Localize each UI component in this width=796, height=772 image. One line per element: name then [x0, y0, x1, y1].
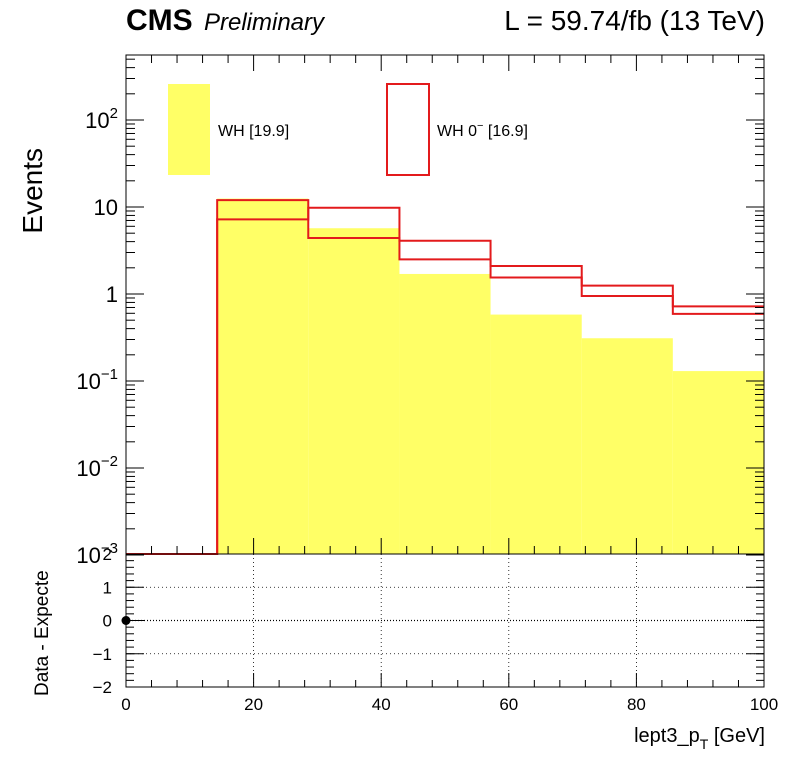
lumi-label: L = 59.74/fb (13 TeV) [504, 5, 765, 36]
status-label: Preliminary [204, 9, 326, 36]
wh-0m-histograms [126, 199, 764, 555]
wh-bin-4 [490, 314, 582, 554]
legend-swatch-wh [168, 84, 210, 175]
main-y-tick-label: 10 [94, 195, 118, 220]
ratio-x-tick-label: 0 [121, 695, 130, 714]
ratio-y-tick-label: −1 [93, 645, 112, 664]
legend-label-wh: WH [19.9] [218, 123, 289, 140]
main-y-tick-label: 10−1 [76, 366, 118, 394]
main-y-axis: 10−3 10−2 10−1 1 10 102 [76, 58, 764, 568]
wh-bin-3 [399, 273, 491, 554]
ratio-y-tick-label: 2 [103, 545, 112, 564]
wh-0m-step-line-2 [126, 199, 764, 555]
main-y-tick-label: 102 [85, 105, 118, 133]
ratio-x-tick-label: 80 [627, 695, 646, 714]
main-x-axis-ticks [125, 55, 765, 554]
legend: WH [19.9] WH 0− [16.9] [168, 83, 528, 176]
main-y-tick-label: 1 [106, 282, 118, 307]
main-y-tick-label: 10−2 [76, 453, 118, 481]
ratio-x-tick-label: 40 [372, 695, 391, 714]
ratio-y-axis-title: Data - Expecte [32, 570, 53, 696]
wh-bin-5 [581, 338, 673, 554]
wh-bin-1 [217, 198, 309, 554]
experiment-label: CMS [126, 4, 193, 37]
ratio-x-axis: 0 20 40 60 80 100 [121, 673, 778, 714]
wh-bin-6 [672, 371, 764, 554]
legend-swatch-wh-0m [386, 83, 430, 176]
ratio-y-tick-label: 1 [103, 578, 112, 597]
ratio-x-tick-label: 20 [244, 695, 263, 714]
legend-label-wh-0m: WH 0− [16.9] [437, 120, 528, 140]
ratio-x-tick-label: 60 [499, 695, 518, 714]
main-y-tick-label: 10−3 [76, 540, 118, 568]
ratio-plot-panel: −2 −1 0 1 2 0 20 40 60 80 100 Data - Expecte lept… [32, 545, 778, 752]
ratio-y-tick-label: −2 [93, 678, 112, 697]
ratio-y-axis: −2 −1 0 1 2 [93, 545, 764, 697]
main-y-axis-title: Events [17, 148, 48, 234]
x-axis-title: lept3_pT [GeV] [634, 725, 765, 752]
ratio-x-tick-label: 100 [750, 695, 778, 714]
wh-histogram [217, 198, 764, 554]
wh-bin-2 [308, 228, 400, 554]
wh-0m-step-line-1 [126, 206, 764, 555]
main-plot-panel: 10−3 10−2 10−1 1 10 102 Events WH [19.9] WH 0… [17, 54, 765, 568]
ratio-y-tick-label: 0 [103, 612, 112, 631]
